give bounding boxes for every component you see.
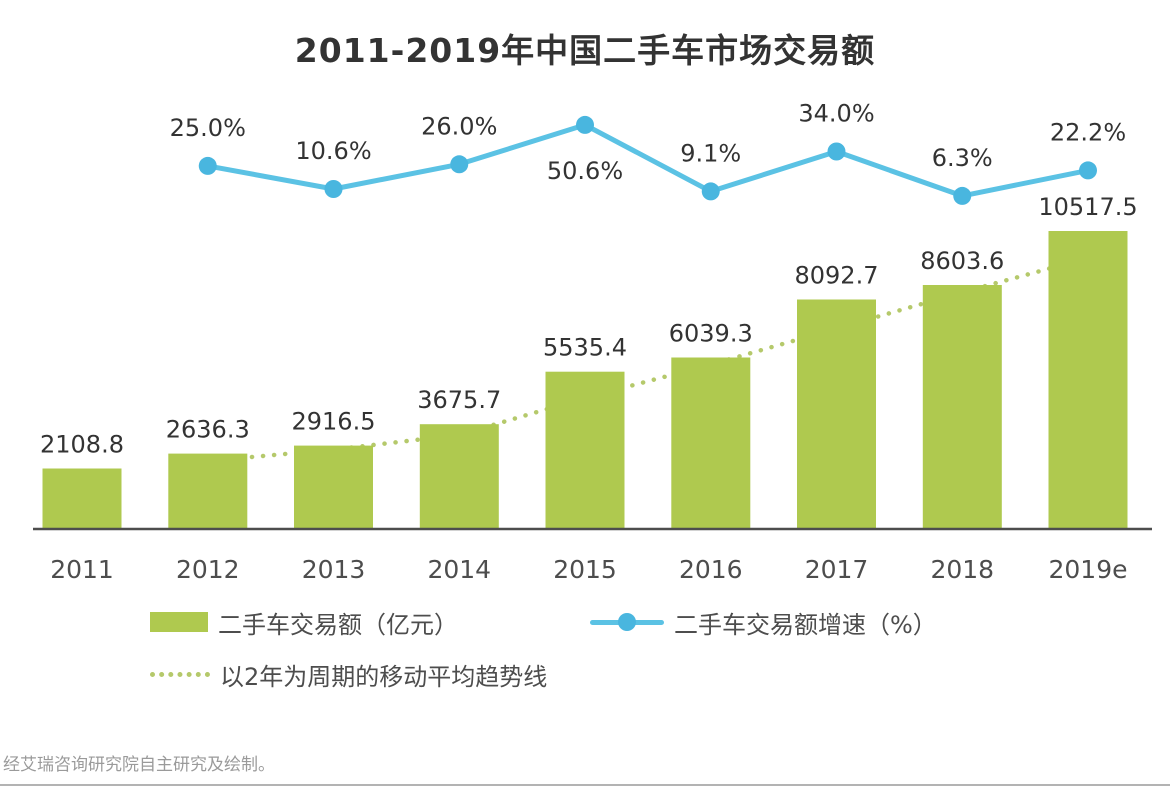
x-axis-label: 2016 bbox=[679, 555, 743, 584]
trend-series-swatch bbox=[150, 671, 210, 677]
bar-value-label: 8092.7 bbox=[795, 262, 879, 290]
legend-row-2: 以2年为周期的移动平均趋势线 bbox=[150, 656, 1110, 692]
bar-value-label: 2916.5 bbox=[292, 408, 376, 436]
legend-item-bar-series: 二手车交易额（亿元） bbox=[150, 604, 458, 640]
legend-label: 以2年为周期的移动平均趋势线 bbox=[220, 662, 548, 691]
bar-value-label: 5535.4 bbox=[543, 334, 627, 362]
bar-value-label: 10517.5 bbox=[1038, 193, 1137, 221]
bar bbox=[168, 453, 248, 528]
growth-line bbox=[205, 122, 1091, 199]
legend-label: 二手车交易额增速（%） bbox=[674, 610, 937, 639]
source-note: 经艾瑞咨询研究院自主研究及绘制。 bbox=[3, 755, 275, 775]
legend-row-1: 二手车交易额（亿元） 二手车交易额增速（%） bbox=[150, 604, 1110, 640]
chart-legend: 二手车交易额（亿元） 二手车交易额增速（%） 以2年为周期的移动平均趋势线 bbox=[150, 604, 1110, 692]
growth-value-label: 9.1% bbox=[680, 139, 741, 167]
bar bbox=[922, 285, 1002, 528]
growth-value-label: 34.0% bbox=[798, 100, 874, 128]
bar bbox=[42, 468, 122, 528]
growth-value-label: 50.6% bbox=[547, 157, 623, 185]
growth-point bbox=[1079, 161, 1097, 180]
legend-label: 二手车交易额（亿元） bbox=[218, 610, 458, 639]
growth-point bbox=[701, 182, 720, 201]
growth-value-label: 25.0% bbox=[170, 114, 246, 142]
line-series-swatch bbox=[590, 612, 664, 632]
legend-item-trend-series: 以2年为周期的移动平均趋势线 bbox=[150, 656, 547, 692]
chart-title: 2011-2019年中国二手车市场交易额 bbox=[294, 31, 876, 70]
growth-point bbox=[827, 142, 846, 161]
x-axis-label: 2015 bbox=[553, 555, 617, 584]
bar-value-label: 2636.3 bbox=[166, 416, 250, 444]
growth-point bbox=[576, 115, 594, 134]
x-axis-label: 2018 bbox=[930, 555, 994, 584]
x-axis-label: 2014 bbox=[427, 555, 491, 584]
x-axis-label: 2019e bbox=[1048, 555, 1127, 584]
x-axis-label: 2017 bbox=[805, 555, 869, 584]
bar bbox=[797, 299, 876, 528]
growth-point bbox=[953, 186, 972, 205]
bar-value-label: 3675.7 bbox=[417, 386, 501, 414]
growth-point bbox=[324, 180, 343, 198]
bar bbox=[545, 371, 625, 528]
legend-item-line-series: 二手车交易额增速（%） bbox=[590, 604, 937, 640]
bar-value-label: 6039.3 bbox=[669, 320, 753, 348]
x-axis-label: 2011 bbox=[50, 555, 114, 584]
bar bbox=[419, 424, 499, 528]
growth-value-label: 6.3% bbox=[932, 144, 993, 172]
bar-value-label: 2108.8 bbox=[40, 431, 124, 459]
chart-canvas: 2108.8 2636.3 2916.5 3675.7 5535.4 6039.3 8092… bbox=[33, 100, 1152, 584]
x-axis-label: 2012 bbox=[176, 555, 240, 584]
growth-value-label: 10.6% bbox=[295, 137, 371, 165]
x-axis-label: 2013 bbox=[302, 555, 366, 584]
line-swatch-marker bbox=[618, 613, 636, 631]
growth-point bbox=[450, 155, 469, 174]
growth-point bbox=[198, 156, 217, 175]
bar bbox=[671, 357, 751, 528]
bar-value-label: 8603.6 bbox=[920, 247, 1004, 275]
bottom-divider bbox=[0, 784, 1170, 786]
growth-value-label: 22.2% bbox=[1050, 118, 1126, 146]
growth-value-label: 26.0% bbox=[421, 112, 497, 140]
bar bbox=[294, 445, 373, 528]
bar bbox=[1048, 231, 1128, 528]
bar-series-swatch bbox=[150, 612, 208, 632]
